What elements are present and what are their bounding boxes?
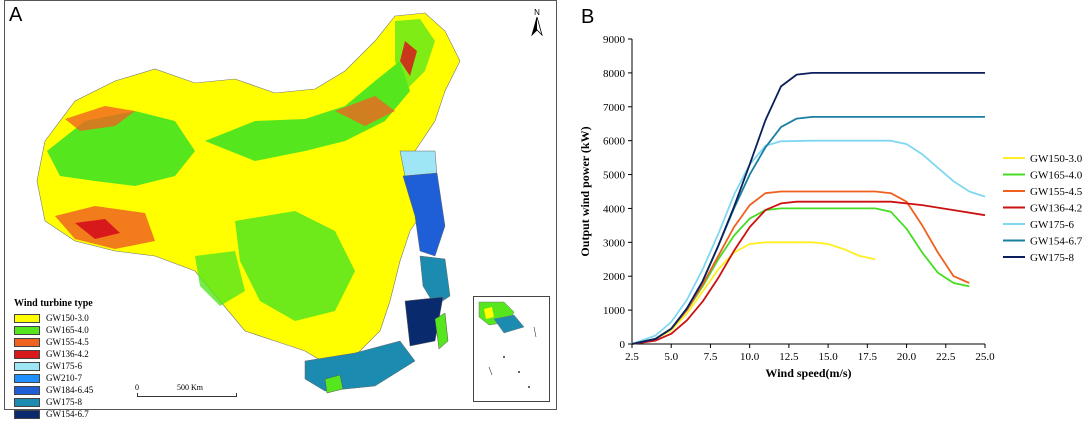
- y-tick-label: 1000: [603, 305, 626, 317]
- series-line-gw175-6: [631, 139, 986, 345]
- legend-swatch: [14, 325, 40, 335]
- panel-a-letter: A: [9, 4, 23, 26]
- hainan-island: [324, 374, 344, 394]
- chart-legend-label: GW136-4.2: [1030, 203, 1082, 215]
- y-tick-label: 5000: [603, 170, 626, 182]
- map-panel: A N Wind turbine type GW150-3.0 GW165-4.0…: [4, 0, 557, 420]
- legend-label: GW175-8: [46, 397, 82, 407]
- legend-label: GW155-4.5: [46, 337, 89, 347]
- y-tick-label: 9000: [603, 34, 626, 46]
- legend-label: GW136-4.2: [46, 349, 89, 359]
- inset-map: [478, 301, 537, 388]
- x-tick-label: 10.0: [740, 351, 760, 363]
- x-tick-label: 12.5: [779, 351, 799, 363]
- x-axis-label: Wind speed(m/s): [765, 366, 851, 380]
- offshore-zone-taiwan-strait: [404, 296, 444, 347]
- legend-label: GW154-6.7: [46, 409, 89, 419]
- x-tick-label: 5.0: [664, 351, 678, 363]
- x-tick-label: 15.0: [818, 351, 838, 363]
- north-arrow: N: [528, 8, 546, 38]
- series-line-gw136-4-2: [631, 200, 986, 345]
- x-tick-label: 20.0: [897, 351, 917, 363]
- series-line-gw150-3-0: [631, 241, 876, 345]
- china-wind-turbine-map: [36, 12, 461, 394]
- series-line-gw155-4-5: [631, 190, 970, 345]
- chart-legend-label: GW175-8: [1030, 252, 1074, 264]
- chart-legend-label: GW155-4.5: [1030, 186, 1083, 198]
- legend-label: GW150-3.0: [46, 313, 89, 323]
- legend-label: GW184-6.45: [46, 385, 94, 395]
- x-tick-label: 7.5: [704, 351, 718, 363]
- north-label: N: [534, 8, 540, 17]
- series-line-gw175-8: [631, 72, 985, 345]
- y-tick-label: 6000: [603, 136, 626, 148]
- offshore-zone-yellow-sea: [402, 172, 446, 257]
- offshore-zone-bohai: [399, 150, 438, 177]
- green-region-north: [205, 61, 410, 161]
- legend-item: GW175-8: [14, 396, 93, 408]
- legend-item: GW136-4.2: [14, 348, 93, 360]
- legend-item: GW154-6.7: [14, 408, 93, 420]
- legend-item: GW165-4.0: [14, 324, 93, 336]
- legend-item: GW184-6.45: [14, 384, 93, 396]
- legend-swatch: [14, 337, 40, 347]
- chart-legend-label: GW150-3.0: [1030, 153, 1083, 165]
- legend-item: GW175-6: [14, 360, 93, 372]
- y-tick-label: 7000: [603, 102, 626, 114]
- y-tick-label: 3000: [603, 237, 626, 249]
- x-tick-label: 2.5: [625, 351, 639, 363]
- scale-bar: 0 500 Km: [135, 383, 245, 399]
- orange-region-northeast: [400, 41, 417, 76]
- taiwan-island: [434, 312, 449, 350]
- orange-region-xinjiang: [65, 106, 135, 131]
- legend-swatch: [14, 385, 40, 395]
- power-curve-panel: B 2.5 5.0 7.5 10.0 12.5 15.0 17.5 20.0 22.5 25.0 0…: [575, 0, 1090, 417]
- legend-item: GW155-4.5: [14, 336, 93, 348]
- panel-b-letter: B: [581, 6, 595, 28]
- map-legend: Wind turbine type GW150-3.0 GW165-4.0 GW15…: [14, 298, 93, 420]
- scale-bar-line: [137, 393, 237, 397]
- legend-swatch: [14, 373, 40, 383]
- y-tick-label: 0: [620, 339, 626, 351]
- scale-label: 500 Km: [177, 383, 203, 392]
- legend-label: GW165-4.0: [46, 325, 89, 335]
- legend-title: Wind turbine type: [14, 298, 93, 309]
- legend-swatch: [14, 349, 40, 359]
- x-tick-label: 22.5: [936, 351, 956, 363]
- legend-swatch: [14, 313, 40, 323]
- y-tick-label: 2000: [603, 271, 626, 283]
- orange-region-inner-mongolia: [335, 96, 395, 126]
- green-region-southwest: [195, 251, 245, 306]
- x-tick-label: 25.0: [975, 351, 995, 363]
- x-tick-label: 17.5: [858, 351, 878, 363]
- legend-item: GW150-3.0: [14, 312, 93, 324]
- legend-label: GW175-6: [46, 361, 82, 371]
- chart-legend-label: GW165-4.0: [1030, 170, 1083, 182]
- green-region-south: [235, 211, 355, 321]
- chart-legend-label: GW175-6: [1030, 219, 1074, 231]
- y-tick-label: 4000: [603, 203, 626, 215]
- power-curve-chart: 2.5 5.0 7.5 10.0 12.5 15.0 17.5 20.0 22.5 25.0 0 10…: [578, 34, 1083, 380]
- legend-label: GW210-7: [46, 373, 82, 383]
- south-china-sea-inset: [473, 296, 550, 402]
- y-axis-label: Output wind power (kW): [578, 126, 592, 256]
- y-tick-label: 8000: [603, 68, 626, 80]
- map-frame: [4, 0, 557, 410]
- red-region-tibet: [75, 219, 120, 239]
- legend-swatch: [14, 397, 40, 407]
- legend-swatch: [14, 409, 40, 419]
- legend-items: GW150-3.0 GW165-4.0 GW155-4.5 GW136-4.2 GW17…: [14, 312, 93, 420]
- chart-legend-label: GW154-6.7: [1030, 236, 1083, 248]
- north-arrow-icon: [531, 15, 543, 37]
- legend-item: GW210-7: [14, 372, 93, 384]
- legend-swatch: [14, 361, 40, 371]
- scale-zero: 0: [135, 383, 139, 392]
